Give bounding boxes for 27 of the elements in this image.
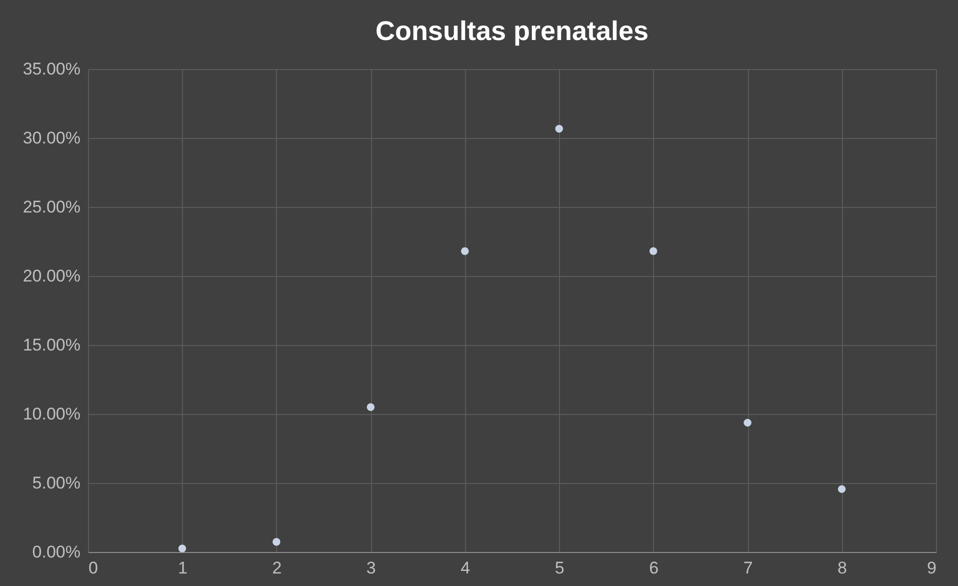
x-tick-label: 4 bbox=[460, 558, 470, 578]
y-tick-label: 15.00% bbox=[22, 336, 80, 354]
x-tick-label: 1 bbox=[178, 558, 188, 578]
x-tick-label: 9 bbox=[927, 558, 936, 578]
point bbox=[649, 247, 658, 256]
point bbox=[838, 485, 846, 493]
y-tick-label: 25.00% bbox=[22, 198, 80, 216]
point bbox=[178, 544, 186, 552]
x-tick-label: 3 bbox=[366, 558, 376, 578]
chart-title: Consultas prenatales bbox=[375, 16, 649, 46]
point bbox=[555, 124, 563, 133]
y-tick-label: 30.00% bbox=[22, 128, 80, 148]
x-tick-label: 8 bbox=[838, 558, 848, 578]
point bbox=[272, 538, 280, 546]
point bbox=[461, 247, 469, 256]
x-tick-label: 2 bbox=[272, 558, 282, 578]
point bbox=[744, 418, 752, 427]
y-tick-label: 10.00% bbox=[22, 404, 80, 424]
y-tick-label: 35.00% bbox=[22, 60, 80, 78]
point bbox=[366, 403, 375, 411]
x-tick-label: 7 bbox=[743, 558, 753, 578]
x-tick-label: 6 bbox=[649, 558, 659, 578]
x-tick-label: 0 bbox=[88, 558, 98, 578]
y-tick-label: 5.00% bbox=[32, 474, 80, 492]
y-tick-label: 20.00% bbox=[22, 266, 80, 286]
y-tick-label: 0.00% bbox=[32, 542, 80, 562]
x-tick-label: 5 bbox=[554, 558, 564, 578]
